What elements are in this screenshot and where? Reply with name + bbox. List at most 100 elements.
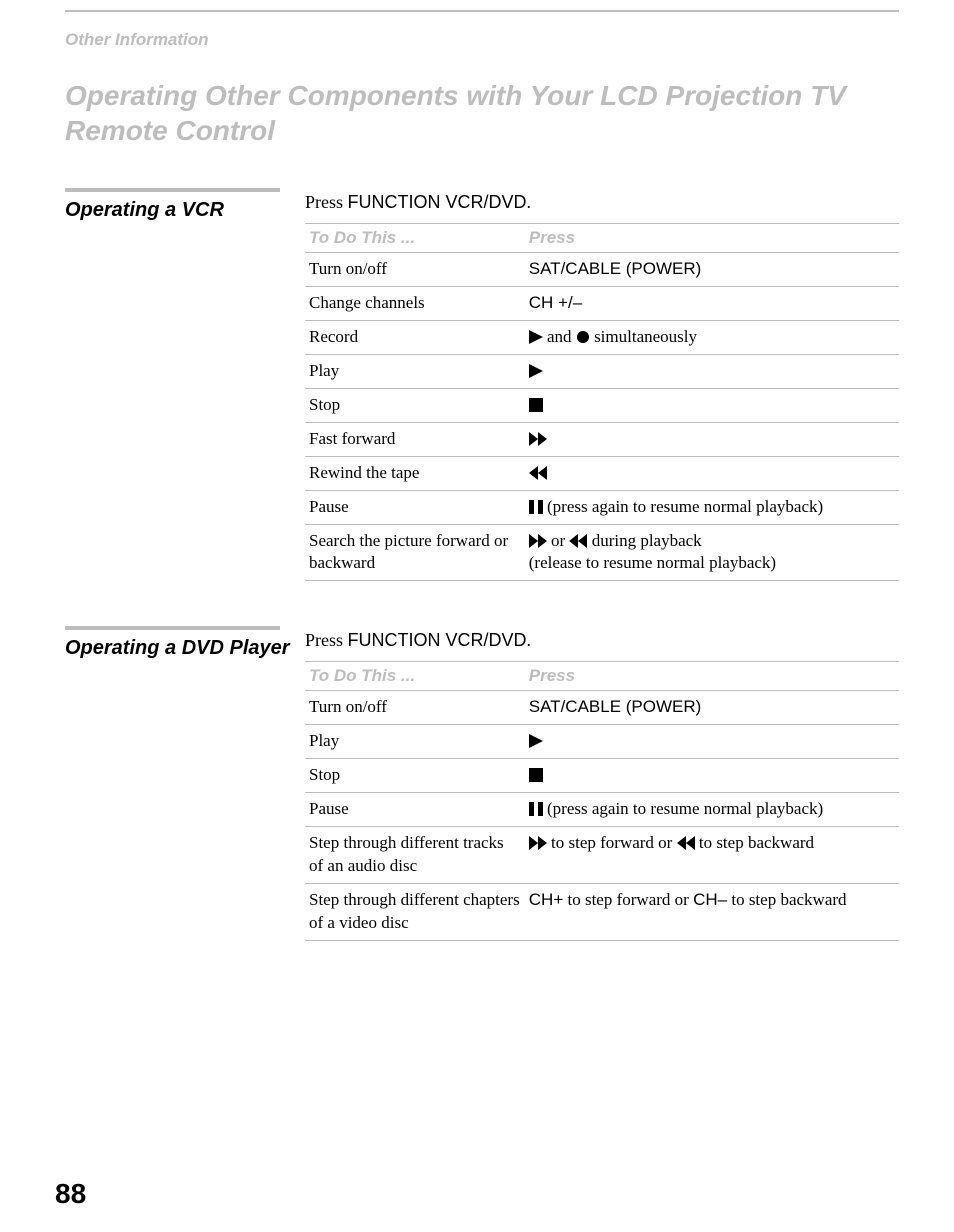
section-body: Press FUNCTION VCR/DVD.To Do This ...Pre…: [305, 626, 899, 941]
intro-command: FUNCTION VCR/DVD: [348, 630, 527, 650]
press-text: to step forward or: [563, 890, 693, 909]
press-text: (release to resume normal playback): [529, 553, 776, 572]
press-cell: or during playback (release to resume nor…: [525, 524, 899, 581]
rewind-icon: [529, 466, 547, 480]
rewind-icon: [569, 534, 587, 548]
page-title: Operating Other Components with Your LCD…: [65, 78, 899, 148]
action-cell: Record: [305, 320, 525, 354]
action-cell: Search the picture forward or backward: [305, 524, 525, 581]
press-cell: SAT/CABLE (POWER): [525, 253, 899, 287]
header-action: To Do This ...: [305, 662, 525, 691]
press-cell: [525, 725, 899, 759]
fast-forward-icon: [529, 836, 547, 850]
page-number: 88: [55, 1178, 86, 1210]
stop-icon: [529, 768, 543, 782]
table-row: Record and simultaneously: [305, 320, 899, 354]
table-row: Turn on/offSAT/CABLE (POWER): [305, 691, 899, 725]
press-cell: (press again to resume normal playback): [525, 490, 899, 524]
stop-icon: [529, 398, 543, 412]
action-cell: Stop: [305, 388, 525, 422]
header-action: To Do This ...: [305, 224, 525, 253]
press-value: CH +/–: [529, 293, 582, 312]
sections-container: Operating a VCRPress FUNCTION VCR/DVD.To…: [65, 188, 899, 941]
section-heading: Operating a VCR: [65, 198, 305, 223]
section-label: Operating a DVD Player: [65, 626, 305, 661]
action-cell: Stop: [305, 759, 525, 793]
table-row: Search the picture forward or backward o…: [305, 524, 899, 581]
intro-prefix: Press: [305, 630, 348, 650]
table-row: Fast forward: [305, 422, 899, 456]
table-row: Play: [305, 354, 899, 388]
press-cell: [525, 388, 899, 422]
action-cell: Pause: [305, 490, 525, 524]
action-cell: Play: [305, 354, 525, 388]
table-row: Stop: [305, 759, 899, 793]
table-row: Stop: [305, 388, 899, 422]
action-cell: Fast forward: [305, 422, 525, 456]
press-cell: to step forward or to step backward: [525, 827, 899, 884]
action-cell: Step through different tracks of an audi…: [305, 827, 525, 884]
table-row: Step through different tracks of an audi…: [305, 827, 899, 884]
table-row: Change channelsCH +/–: [305, 286, 899, 320]
section: Operating a VCRPress FUNCTION VCR/DVD.To…: [65, 188, 899, 581]
press-cell: [525, 422, 899, 456]
table-row: Turn on/offSAT/CABLE (POWER): [305, 253, 899, 287]
action-cell: Turn on/off: [305, 253, 525, 287]
play-icon: [529, 330, 543, 344]
header-press: Press: [525, 224, 899, 253]
press-cell: [525, 456, 899, 490]
intro-prefix: Press: [305, 192, 348, 212]
intro-suffix: .: [527, 192, 532, 212]
press-cell: (press again to resume normal playback): [525, 793, 899, 827]
section-label-rule: [65, 188, 280, 192]
press-text: or: [547, 531, 570, 550]
action-cell: Change channels: [305, 286, 525, 320]
table-row: Pause (press again to resume normal play…: [305, 793, 899, 827]
section-label: Operating a VCR: [65, 188, 305, 223]
action-cell: Pause: [305, 793, 525, 827]
section: Operating a DVD PlayerPress FUNCTION VCR…: [65, 626, 899, 941]
intro-suffix: .: [527, 630, 532, 650]
top-rule: [65, 10, 899, 12]
press-text: during playback: [587, 531, 701, 550]
play-icon: [529, 734, 543, 748]
instruction-table: To Do This ...PressTurn on/offSAT/CABLE …: [305, 223, 899, 581]
press-text: to step backward: [695, 833, 814, 852]
section-body: Press FUNCTION VCR/DVD.To Do This ...Pre…: [305, 188, 899, 581]
record-icon: [576, 330, 590, 344]
press-value: SAT/CABLE (POWER): [529, 697, 702, 716]
fast-forward-icon: [529, 534, 547, 548]
pause-icon: [529, 500, 543, 514]
press-token: CH+: [529, 890, 563, 909]
press-cell: [525, 759, 899, 793]
press-cell: CH+ to step forward or CH– to step backw…: [525, 884, 899, 941]
press-value: SAT/CABLE (POWER): [529, 259, 702, 278]
breadcrumb: Other Information: [65, 30, 899, 50]
press-cell: [525, 354, 899, 388]
press-text: (press again to resume normal playback): [543, 497, 823, 516]
press-text: simultaneously: [590, 327, 697, 346]
header-press: Press: [525, 662, 899, 691]
pause-icon: [529, 802, 543, 816]
play-icon: [529, 364, 543, 378]
action-cell: Play: [305, 725, 525, 759]
table-row: Step through different chapters of a vid…: [305, 884, 899, 941]
section-intro: Press FUNCTION VCR/DVD.: [305, 192, 899, 213]
press-cell: SAT/CABLE (POWER): [525, 691, 899, 725]
press-text: (press again to resume normal playback): [543, 799, 823, 818]
table-row: Play: [305, 725, 899, 759]
instruction-table: To Do This ...PressTurn on/offSAT/CABLE …: [305, 661, 899, 941]
table-row: Pause (press again to resume normal play…: [305, 490, 899, 524]
action-cell: Turn on/off: [305, 691, 525, 725]
section-intro: Press FUNCTION VCR/DVD.: [305, 630, 899, 651]
press-cell: and simultaneously: [525, 320, 899, 354]
intro-command: FUNCTION VCR/DVD: [348, 192, 527, 212]
section-label-rule: [65, 626, 280, 630]
action-cell: Step through different chapters of a vid…: [305, 884, 525, 941]
fast-forward-icon: [529, 432, 547, 446]
press-text: and: [543, 327, 576, 346]
table-row: Rewind the tape: [305, 456, 899, 490]
press-text: to step backward: [727, 890, 846, 909]
press-token: CH–: [693, 890, 727, 909]
section-heading: Operating a DVD Player: [65, 636, 305, 661]
